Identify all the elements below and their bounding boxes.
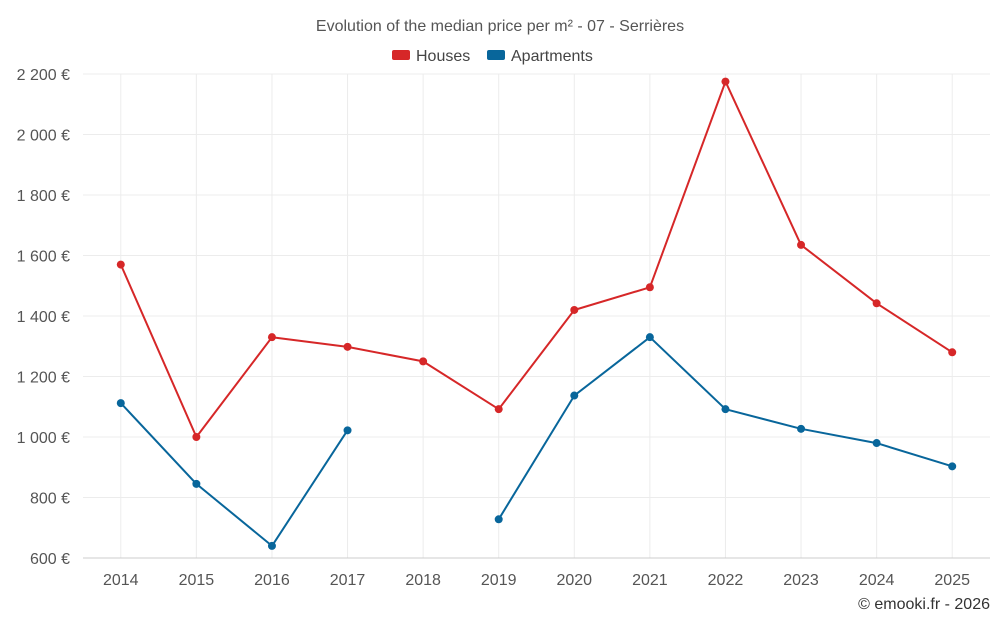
data-point-apartments[interactable] [192,479,201,488]
data-point-apartments[interactable] [570,391,579,400]
x-tick-label: 2014 [103,572,139,589]
series-houses [116,77,957,441]
y-tick-label: 2 000 € [17,128,70,145]
legend-swatch-houses [392,50,410,60]
data-point-houses[interactable] [721,77,730,86]
x-tick-label: 2024 [859,572,895,589]
y-tick-label: 1 800 € [17,188,70,205]
series-line-apartments [120,402,349,547]
y-tick-label: 1 000 € [17,430,70,447]
data-point-houses[interactable] [267,333,276,342]
data-point-houses[interactable] [494,405,503,414]
data-point-apartments[interactable] [645,333,654,342]
data-point-apartments[interactable] [721,405,730,414]
x-tick-label: 2018 [405,572,441,589]
y-tick-label: 1 400 € [17,309,70,326]
y-tick-label: 2 200 € [17,67,70,84]
data-point-apartments[interactable] [797,424,806,433]
data-point-apartments[interactable] [872,439,881,448]
x-tick-label: 2019 [481,572,517,589]
data-point-houses[interactable] [645,283,654,292]
series [116,77,957,550]
data-point-apartments[interactable] [267,541,276,550]
legend-swatch-apartments [487,50,505,60]
data-point-apartments[interactable] [494,515,503,524]
data-point-houses[interactable] [948,348,957,357]
legend-label-apartments: Apartments [511,48,593,65]
data-point-houses[interactable] [570,305,579,314]
data-point-houses[interactable] [343,342,352,351]
series-line-houses [119,80,953,438]
data-point-houses[interactable] [419,357,428,366]
data-point-houses[interactable] [116,260,125,269]
data-point-houses[interactable] [872,299,881,308]
x-tick-label: 2025 [934,572,970,589]
grid [83,73,990,558]
y-tick-label: 600 € [30,551,70,568]
x-tick-label: 2022 [708,572,744,589]
chart-title: Evolution of the median price per m² - 0… [316,18,684,35]
y-tick-label: 800 € [30,491,70,508]
x-tick-label: 2016 [254,572,290,589]
data-point-apartments[interactable] [343,426,352,435]
legend: Houses Apartments [392,48,593,65]
legend-item-houses[interactable]: Houses [392,48,470,65]
legend-label-houses: Houses [416,48,470,65]
x-tick-label: 2017 [330,572,366,589]
y-tick-label: 1 200 € [17,370,70,387]
x-tick-label: 2021 [632,572,668,589]
x-tick-label: 2020 [556,572,592,589]
data-point-apartments[interactable] [948,462,957,471]
data-point-houses[interactable] [797,240,806,249]
series-apartments [116,333,957,550]
data-point-apartments[interactable] [116,399,125,408]
credit-text: © emooki.fr - 2026 [858,596,990,613]
x-tick-label: 2023 [783,572,819,589]
axes: 600 € 800 € 1 000 € 1 200 € 1 400 € 1 600 € 1 … [17,67,990,589]
y-tick-label: 1 600 € [17,249,70,266]
data-point-houses[interactable] [192,433,201,441]
x-tick-label: 2015 [179,572,215,589]
legend-item-apartments[interactable]: Apartments [487,48,593,65]
